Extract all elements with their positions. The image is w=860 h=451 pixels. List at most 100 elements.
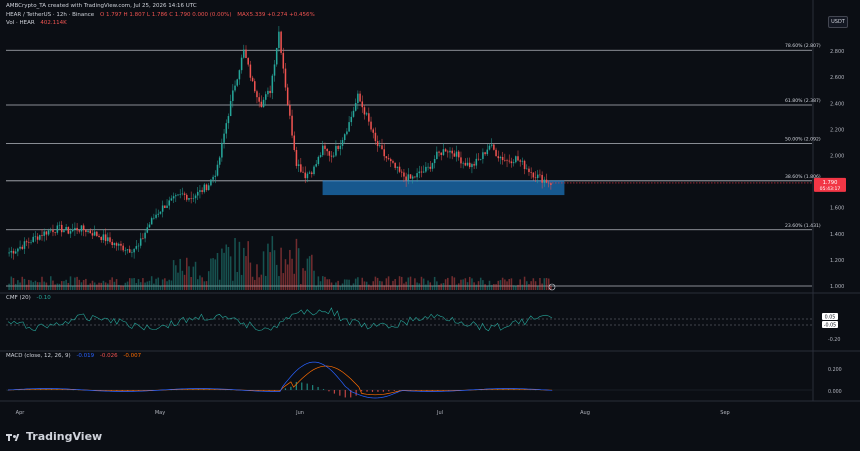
volume-bar bbox=[499, 280, 502, 290]
volume-bar bbox=[258, 277, 260, 290]
volume-bar bbox=[523, 276, 526, 290]
candle-body bbox=[359, 93, 361, 102]
candle-body bbox=[238, 70, 241, 80]
candle-body bbox=[517, 156, 519, 161]
candle-body bbox=[528, 168, 530, 173]
macd-histogram-bar bbox=[284, 388, 287, 390]
candle-body bbox=[128, 249, 131, 253]
tradingview-logo[interactable]: TradingView bbox=[6, 430, 102, 443]
volume-bar bbox=[104, 282, 107, 290]
volume-bar bbox=[227, 246, 230, 290]
price-axis-label: 2.000 bbox=[830, 154, 844, 160]
volume-bar bbox=[238, 241, 241, 290]
candle-body bbox=[124, 250, 127, 251]
candle-body bbox=[317, 156, 320, 165]
candle-body bbox=[280, 31, 282, 53]
candle-body bbox=[251, 77, 254, 82]
volume-bar bbox=[319, 281, 322, 290]
candle-body bbox=[376, 141, 379, 147]
candle-body bbox=[508, 160, 510, 162]
volume-bar bbox=[153, 283, 155, 290]
candle-body bbox=[416, 173, 418, 178]
candle-body bbox=[339, 145, 342, 150]
event-marker-icon bbox=[548, 283, 556, 291]
macd-histogram-bar bbox=[322, 389, 325, 390]
candle-body bbox=[54, 232, 56, 233]
candle-body bbox=[398, 166, 401, 172]
volume-bar bbox=[107, 283, 109, 290]
volume-bar bbox=[530, 281, 532, 290]
volume-bar bbox=[352, 283, 355, 290]
candle-body bbox=[201, 190, 203, 192]
macd-histogram-bar bbox=[377, 390, 379, 392]
candle-body bbox=[155, 214, 157, 218]
volume-bar bbox=[528, 284, 530, 290]
volume-legend: Vol · HEAR 402.114K bbox=[6, 20, 71, 27]
candle-body bbox=[102, 234, 105, 241]
candle-body bbox=[199, 190, 201, 192]
volume-bar bbox=[400, 276, 403, 290]
candle-body bbox=[39, 235, 41, 240]
candle-body bbox=[243, 49, 245, 58]
volume-bar bbox=[458, 283, 460, 290]
volume-bar bbox=[289, 249, 291, 290]
volume-bar bbox=[280, 247, 282, 290]
macd-value-2: -0.026 bbox=[99, 353, 118, 359]
candle-body bbox=[534, 177, 537, 179]
candle-body bbox=[275, 47, 278, 65]
volume-bar bbox=[545, 277, 548, 290]
cmf-label[interactable]: CMF (20) bbox=[6, 295, 31, 301]
macd-label[interactable]: MACD (close, 12, 26, 9) bbox=[6, 353, 71, 359]
volume-bar bbox=[69, 276, 72, 290]
volume-bar bbox=[517, 284, 519, 290]
candle-body bbox=[80, 225, 83, 232]
price-axis-label: 1.600 bbox=[830, 206, 844, 212]
macd-histogram-bar bbox=[306, 383, 308, 390]
cmf-tag-upper-text: 0.05 bbox=[825, 315, 836, 321]
volume-bar bbox=[365, 281, 368, 290]
volume-bar bbox=[91, 280, 94, 290]
macd-histogram-bar bbox=[371, 390, 374, 392]
candle-body bbox=[109, 237, 111, 242]
volume-bar bbox=[221, 248, 223, 290]
volume-bar bbox=[146, 281, 149, 290]
volume-bar bbox=[133, 278, 135, 290]
time-axis-label: Aug bbox=[580, 410, 590, 416]
currency-button[interactable]: USDT bbox=[828, 16, 848, 28]
candle-body bbox=[212, 176, 214, 180]
volume-bar bbox=[203, 281, 206, 290]
symbol-title[interactable]: HEAR / TetherUS · 12h · Binance bbox=[6, 12, 95, 18]
volume-bar bbox=[115, 279, 118, 290]
candle-body bbox=[58, 224, 61, 226]
volume-bar bbox=[370, 285, 372, 290]
candle-body bbox=[63, 230, 65, 233]
cmf-axis-label: -0.20 bbox=[828, 337, 840, 343]
candle-body bbox=[488, 145, 491, 150]
volume-bar bbox=[157, 277, 160, 290]
candle-body bbox=[30, 242, 32, 243]
macd-histogram-bar bbox=[339, 390, 341, 396]
volume-bar bbox=[36, 282, 39, 290]
candle-body bbox=[363, 107, 366, 115]
candle-body bbox=[229, 101, 232, 117]
candle-body bbox=[76, 227, 78, 231]
volume-bar bbox=[128, 278, 131, 290]
candle-body bbox=[256, 91, 258, 98]
volume-bar bbox=[76, 276, 78, 290]
candle-body bbox=[495, 149, 497, 157]
candle-body bbox=[227, 116, 230, 124]
candle-body bbox=[188, 198, 190, 200]
candle-body bbox=[400, 171, 403, 173]
candle-body bbox=[177, 194, 179, 196]
fib-label: 61.80% (2.387) bbox=[785, 98, 821, 104]
candle-body bbox=[515, 156, 517, 163]
candle-body bbox=[308, 172, 311, 174]
volume-bar bbox=[429, 282, 432, 290]
candle-body bbox=[348, 122, 350, 132]
volume-label[interactable]: Vol · HEAR bbox=[6, 20, 35, 26]
volume-bar bbox=[368, 284, 370, 290]
volume-bar bbox=[122, 285, 124, 290]
volume-bar bbox=[210, 258, 212, 290]
volume-bar bbox=[243, 247, 245, 290]
